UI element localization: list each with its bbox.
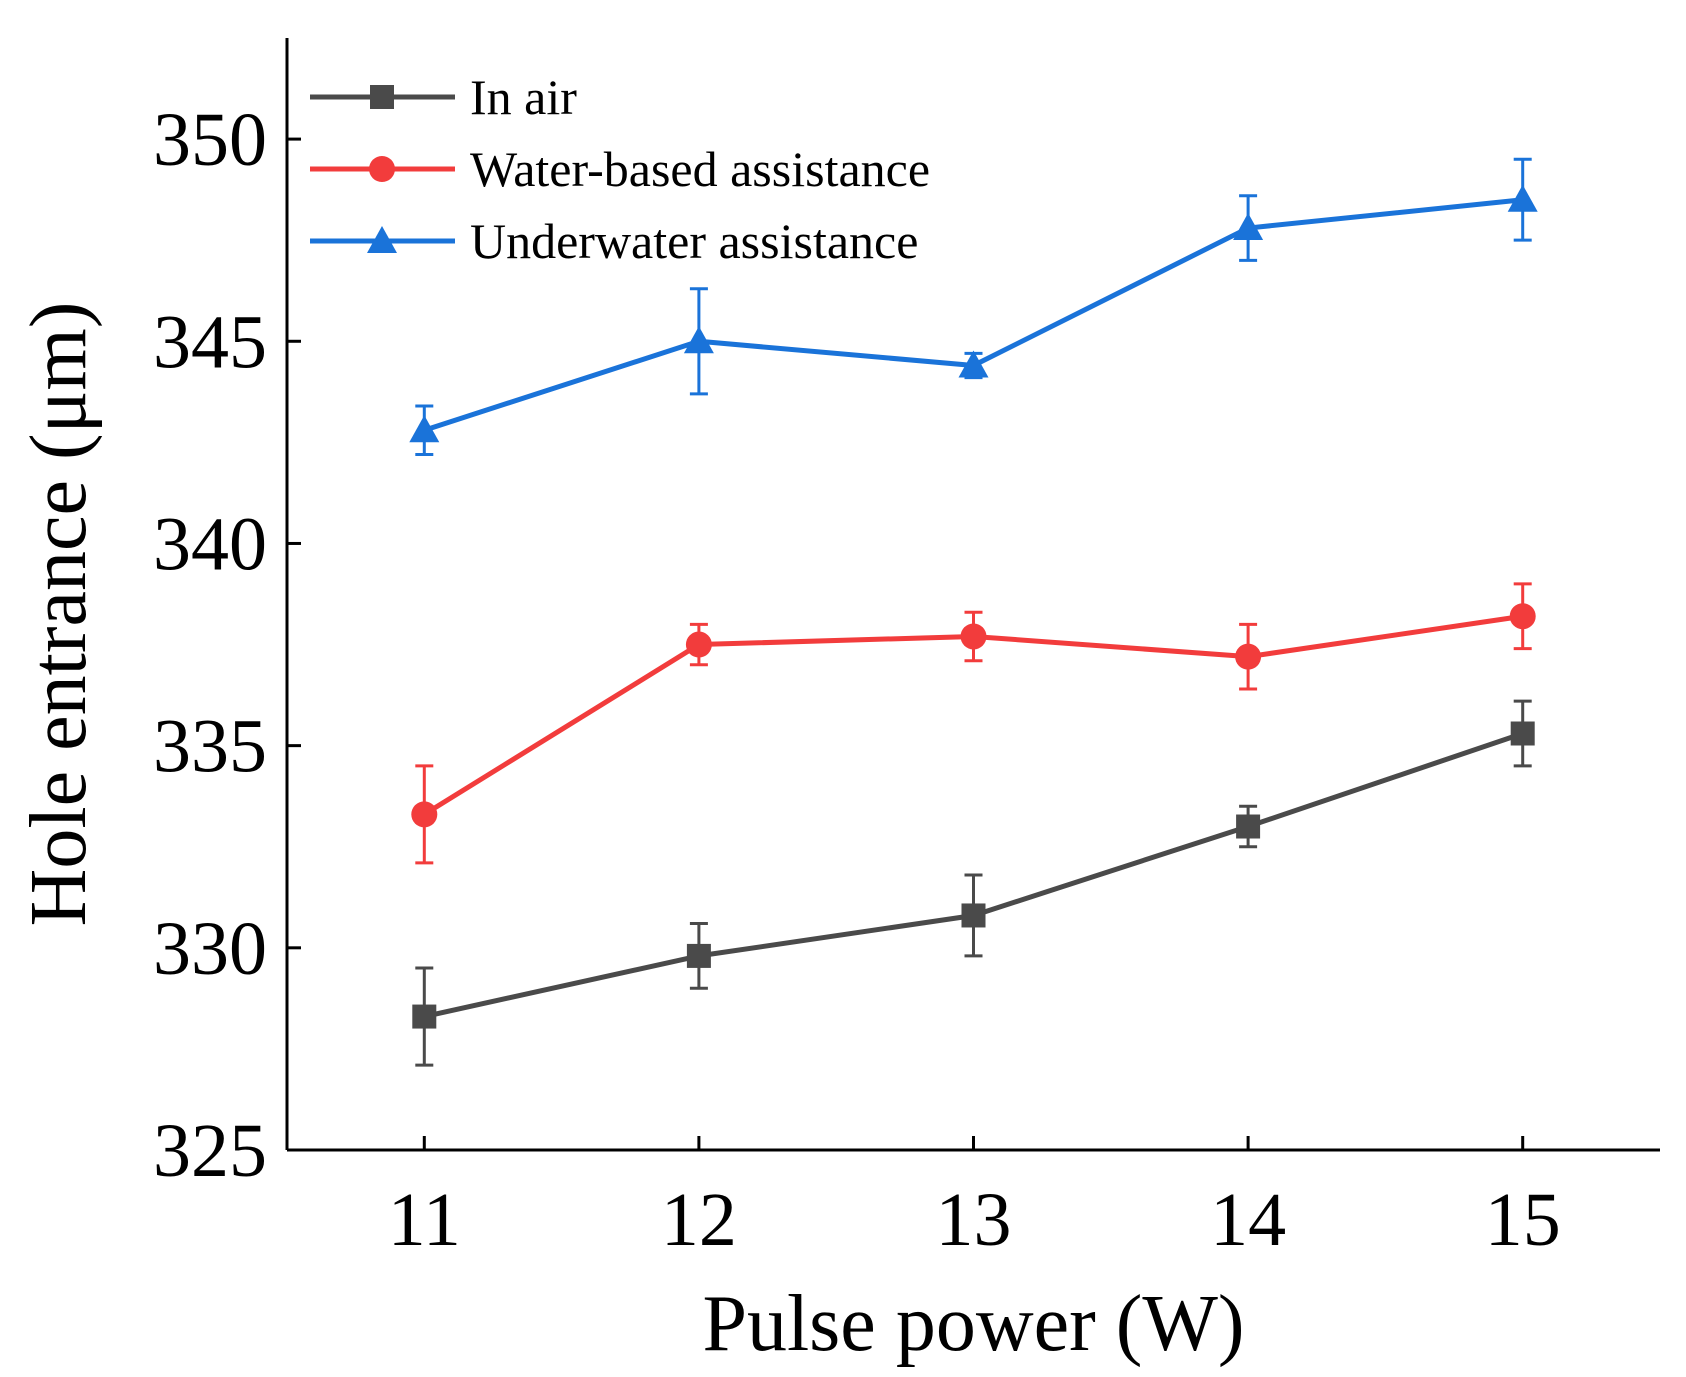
legend-label: Water-based assistance (470, 141, 930, 197)
data-point (1236, 814, 1261, 839)
data-point (683, 326, 714, 354)
data-point (1510, 721, 1535, 746)
x-tick-label: 15 (1485, 1178, 1561, 1262)
series-water-based-assistance (411, 582, 1536, 865)
data-point (1235, 643, 1262, 670)
y-tick-label: 330 (153, 907, 267, 991)
x-tick-label: 14 (1210, 1178, 1286, 1262)
y-tick-label: 325 (153, 1109, 267, 1193)
legend-label: Underwater assistance (470, 213, 918, 269)
y-tick-label: 335 (153, 705, 267, 789)
y-tick-label: 340 (153, 502, 267, 586)
y-axis-title: Hole entrance (μm) (15, 302, 103, 927)
data-point (1233, 213, 1264, 241)
plot-area: 325 330 335 340 345 350 11 12 13 14 15 (153, 38, 1660, 1262)
data-point (409, 415, 440, 443)
x-tick-label: 13 (936, 1178, 1012, 1262)
x-tick-label: 12 (661, 1178, 737, 1262)
data-point (960, 623, 987, 650)
legend-marker (367, 226, 397, 253)
x-axis-title: Pulse power (W) (702, 1280, 1244, 1368)
data-point (686, 943, 711, 968)
data-point (685, 631, 712, 658)
y-tick-label: 350 (153, 98, 267, 182)
data-point (412, 1004, 437, 1029)
legend-marker (369, 156, 395, 182)
data-point (411, 801, 438, 828)
data-point (1507, 184, 1538, 212)
series-underwater-assistance (409, 157, 1538, 456)
series-in-air (412, 699, 1535, 1067)
y-tick-label: 345 (153, 300, 267, 384)
data-point (1509, 603, 1536, 630)
legend: In air Water-based assistance Underwater a… (310, 69, 930, 269)
legend-marker (370, 85, 394, 109)
x-tick-label: 11 (388, 1178, 461, 1262)
data-point (961, 903, 986, 928)
legend-label: In air (470, 69, 577, 125)
data-point (958, 350, 989, 378)
